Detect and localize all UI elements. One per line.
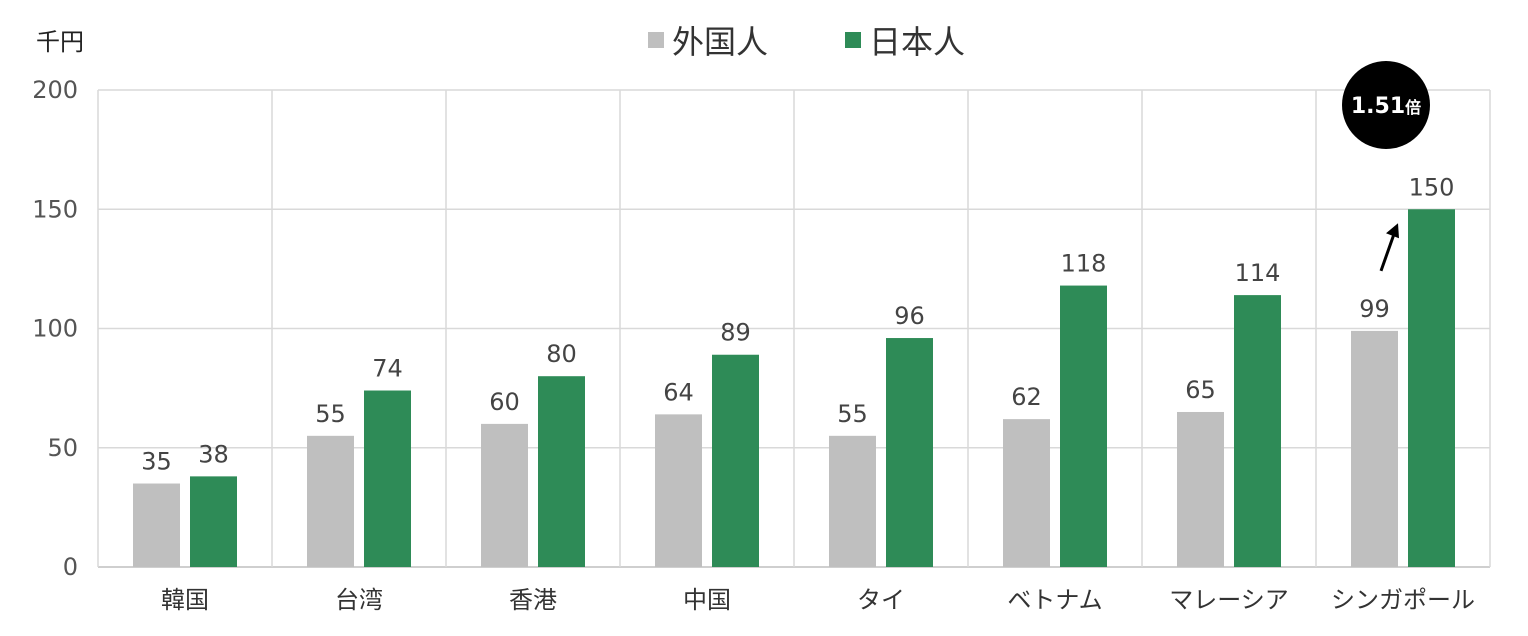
legend-swatch <box>648 32 664 48</box>
bar <box>1060 285 1107 567</box>
category-label: シンガポール <box>1331 586 1475 614</box>
bar <box>1003 419 1050 567</box>
multiplier-badge-text: 1.51倍 <box>1351 94 1421 119</box>
category-label: 中国 <box>683 586 731 614</box>
bar <box>886 338 933 567</box>
category-label: マレーシア <box>1169 586 1289 614</box>
bar <box>481 423 528 567</box>
multiplier-badge <box>1342 61 1430 149</box>
category-label: タイ <box>857 586 905 614</box>
data-label: 99 <box>1359 295 1390 323</box>
bar <box>655 414 702 567</box>
legend-label: 外国人 <box>672 23 768 61</box>
bar <box>829 435 876 567</box>
bar <box>1408 209 1455 567</box>
y-tick-label: 200 <box>32 76 78 104</box>
category-label: 香港 <box>509 586 557 614</box>
y-tick-label: 50 <box>47 434 78 462</box>
bar <box>133 483 180 567</box>
data-label: 38 <box>198 440 229 468</box>
data-label: 80 <box>546 340 577 368</box>
data-label: 74 <box>372 355 403 383</box>
arrow-line <box>1379 230 1397 272</box>
category-label: 韓国 <box>161 586 209 614</box>
data-label: 150 <box>1409 173 1455 201</box>
bar <box>712 354 759 567</box>
bar <box>1234 295 1281 567</box>
data-label: 62 <box>1011 383 1042 411</box>
bar <box>538 376 585 567</box>
category-label: 台湾 <box>335 586 383 614</box>
data-label: 118 <box>1061 250 1107 278</box>
bar <box>190 476 237 567</box>
legend-label: 日本人 <box>869 23 965 61</box>
data-label: 114 <box>1235 259 1281 287</box>
category-label: ベトナム <box>1007 586 1102 614</box>
data-label: 55 <box>837 400 868 428</box>
data-label: 65 <box>1185 376 1216 404</box>
bar <box>1177 411 1224 567</box>
arrow-head-icon <box>1386 223 1399 239</box>
data-label: 55 <box>315 400 346 428</box>
bar <box>307 435 354 567</box>
legend-swatch <box>845 32 861 48</box>
data-label: 35 <box>141 448 172 476</box>
y-tick-label: 100 <box>32 315 78 343</box>
y-tick-label: 0 <box>63 553 78 581</box>
data-label: 96 <box>894 302 925 330</box>
y-tick-label: 150 <box>32 195 78 223</box>
bar <box>364 390 411 567</box>
y-axis-unit: 千円 <box>36 28 84 56</box>
data-label: 89 <box>720 319 751 347</box>
data-label: 60 <box>489 388 520 416</box>
data-label: 64 <box>663 378 694 406</box>
bar <box>1351 330 1398 567</box>
